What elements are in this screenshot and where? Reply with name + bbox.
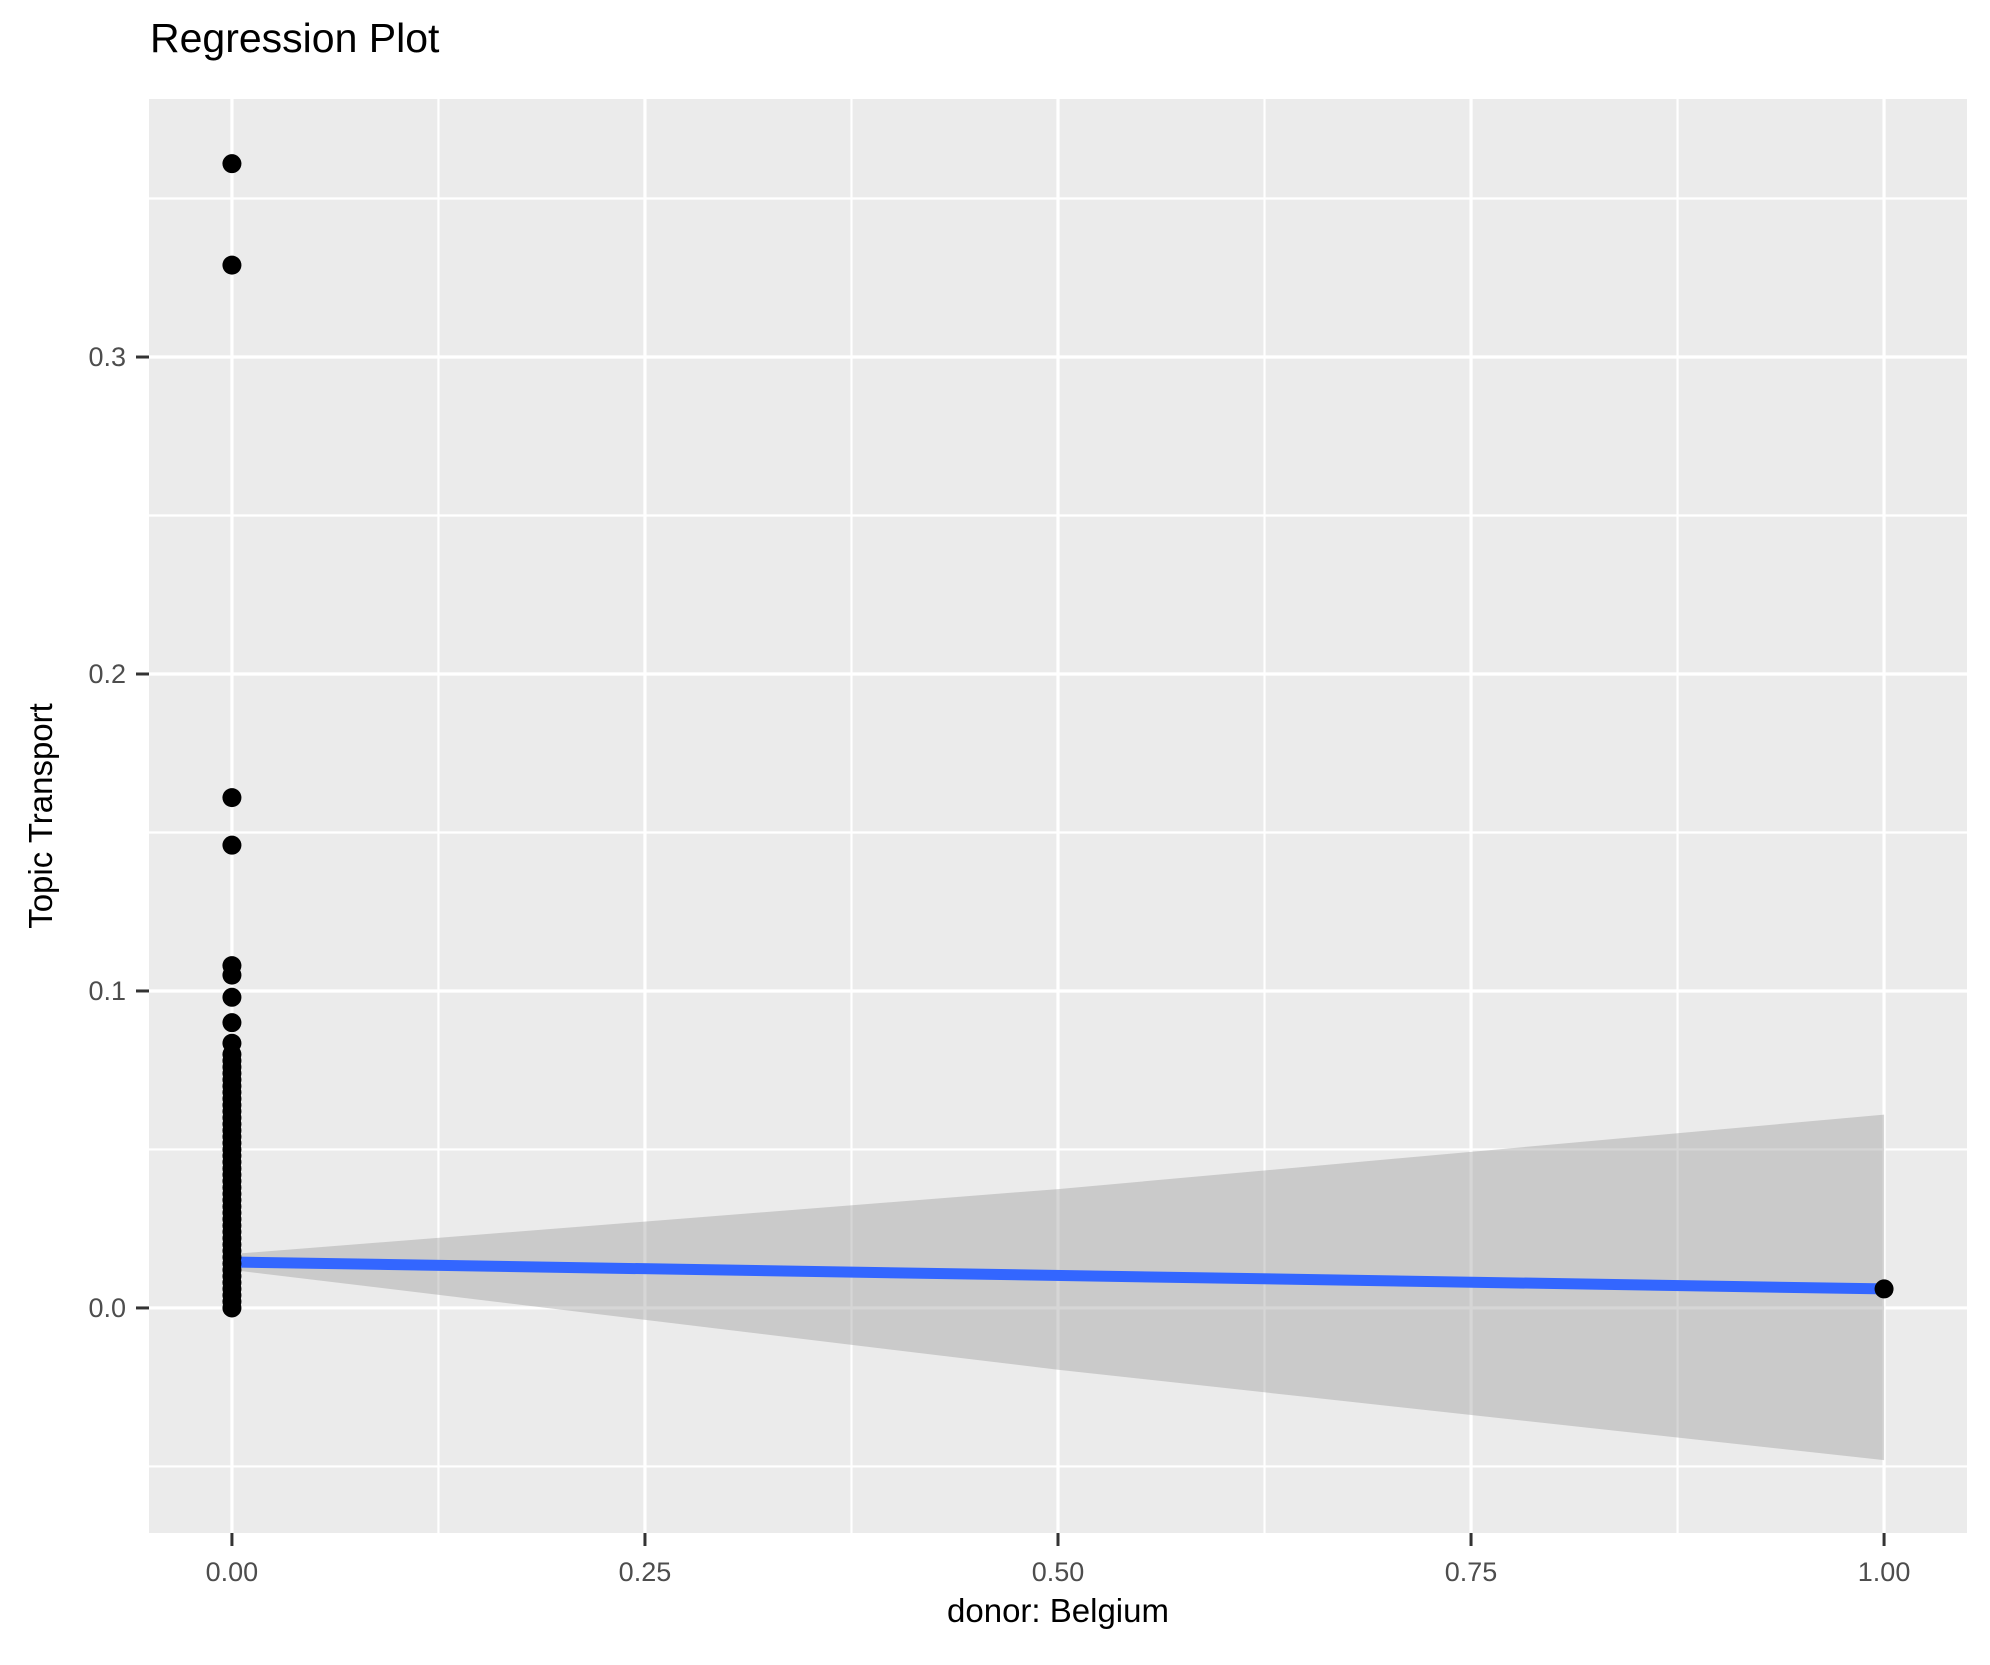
data-point (222, 965, 242, 985)
confidence-band (231, 1114, 1885, 1461)
axes: 0.00 0.25 0.50 0.75 1.00 0.0 0.1 0.2 0.3 (88, 342, 1910, 1587)
data-point (222, 154, 242, 174)
y-tick-label: 0.2 (88, 659, 126, 689)
chart-title: Regression Plot (150, 15, 440, 61)
x-tick-label: 0.00 (206, 1557, 259, 1587)
x-tick-label: 0.50 (1032, 1557, 1085, 1587)
x-axis-title: donor: Belgium (947, 1592, 1169, 1629)
data-point (222, 1013, 242, 1033)
data-point (1874, 1279, 1894, 1299)
data-point (222, 987, 242, 1007)
y-axis-title: Topic Transport (22, 703, 59, 929)
data-point (222, 788, 242, 808)
regression-line (231, 1256, 1885, 1295)
x-tick-label: 0.75 (1445, 1557, 1498, 1587)
y-tick-label: 0.3 (88, 342, 126, 372)
data-point (222, 1298, 242, 1318)
data-point (222, 835, 242, 855)
x-tick-label: 0.25 (619, 1557, 672, 1587)
y-tick-label: 0.0 (88, 1293, 126, 1323)
y-tick-label: 0.1 (88, 976, 126, 1006)
x-tick-label: 1.00 (1858, 1557, 1911, 1587)
data-point (222, 255, 242, 275)
plot-panel (149, 99, 1967, 1533)
